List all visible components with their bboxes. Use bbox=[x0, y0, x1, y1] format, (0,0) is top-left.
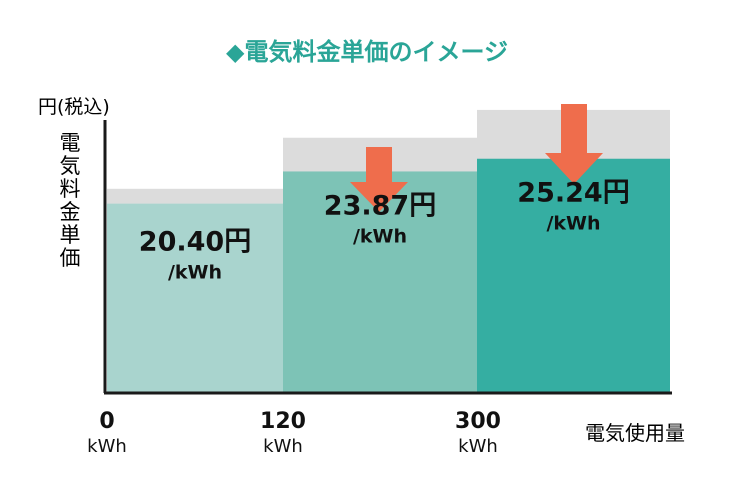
x-axis-label: 電気使用量 bbox=[585, 421, 685, 445]
price-value-label-3: 25.24円 bbox=[517, 178, 629, 209]
chart-title: ◆電気料金単価のイメージ bbox=[226, 38, 508, 66]
x-tick-unit-300: kWh bbox=[458, 436, 498, 457]
per-kwh-label-2: /kWh bbox=[353, 225, 407, 247]
price-down-arrow-icon bbox=[545, 104, 603, 184]
x-tick-value-120: 120 bbox=[260, 409, 306, 434]
per-kwh-label-3: /kWh bbox=[546, 213, 600, 235]
x-tick-value-0: 0 bbox=[99, 409, 114, 434]
price-down-arrow-icon bbox=[350, 147, 408, 212]
x-tick-unit-0: kWh bbox=[87, 436, 127, 457]
price-bar-1 bbox=[107, 203, 283, 393]
x-tick-unit-120: kWh bbox=[263, 436, 303, 457]
price-value-label-1: 20.40円 bbox=[139, 227, 251, 258]
per-kwh-label-1: /kWh bbox=[168, 262, 222, 284]
price-value-label-2: 23.87円 bbox=[324, 190, 436, 221]
value-labels-group: 20.40円/kWh 23.87円/kWh 25.24円/kWh bbox=[139, 178, 630, 284]
arrows-group bbox=[350, 104, 603, 212]
price-bar-3 bbox=[477, 158, 670, 393]
x-tick-value-300: 300 bbox=[455, 409, 501, 434]
y-unit-label: 円(税込) bbox=[38, 96, 110, 118]
y-axis-label: 電気料金単価 bbox=[60, 131, 81, 270]
